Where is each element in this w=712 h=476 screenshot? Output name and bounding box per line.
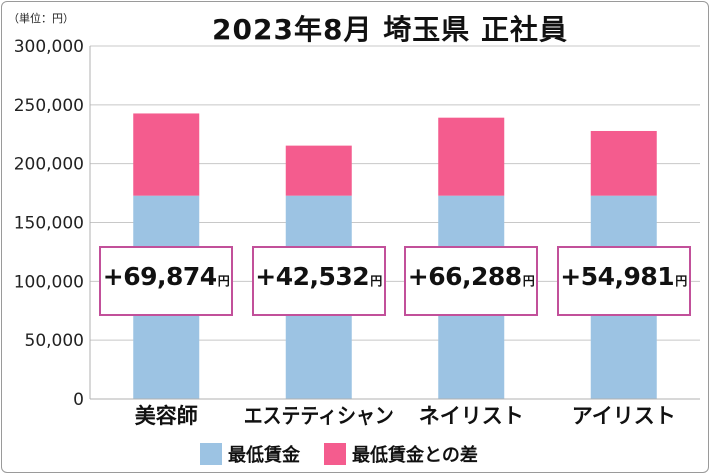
chart-title: 2023年8月 埼玉県 正社員 <box>212 13 568 46</box>
legend-label-diff: 最低賃金との差 <box>352 445 478 466</box>
diff-label-box: +54,981 円 <box>556 246 691 316</box>
legend-swatch-base <box>200 443 222 465</box>
category-label: ネイリスト <box>419 404 524 428</box>
legend-label-base: 最低賃金 <box>228 445 300 466</box>
unit-label: （単位：円） <box>8 12 74 25</box>
diff-label-box: +42,532 円 <box>251 246 386 316</box>
category-label: アイリスト <box>572 404 676 428</box>
diff-value: +66,288 <box>407 262 522 291</box>
legend-swatch-diff <box>324 443 346 465</box>
diff-unit: 円 <box>370 274 383 288</box>
legend-item-diff: 最低賃金との差 <box>324 441 478 467</box>
bar-diff <box>590 130 657 196</box>
diff-value: +54,981 <box>560 262 675 291</box>
y-tick-label: 250,000 <box>14 96 84 116</box>
diff-value: +69,874 <box>102 262 217 291</box>
y-tick-label: 200,000 <box>14 155 84 175</box>
y-tick-label: 150,000 <box>14 214 84 234</box>
category-label: 美容師 <box>135 404 198 428</box>
diff-unit: 円 <box>522 274 535 288</box>
bar-diff <box>438 117 505 196</box>
y-tick-label: 50,000 <box>25 331 84 351</box>
legend: 最低賃金 最低賃金との差 <box>200 441 502 467</box>
diff-value: +42,532 <box>255 262 370 291</box>
category-label: エステティシャン <box>244 404 394 428</box>
y-tick-label: 0 <box>73 390 84 410</box>
y-tick-label: 100,000 <box>14 272 84 292</box>
diff-label-box: +69,874 円 <box>99 246 234 316</box>
bar-diff <box>285 145 352 196</box>
bar-diff <box>133 113 200 196</box>
y-tick-label: 300,000 <box>14 37 84 57</box>
legend-item-base: 最低賃金 <box>200 441 300 467</box>
diff-label-box: +66,288 円 <box>404 246 539 316</box>
diff-unit: 円 <box>217 274 230 288</box>
diff-unit: 円 <box>675 274 688 288</box>
